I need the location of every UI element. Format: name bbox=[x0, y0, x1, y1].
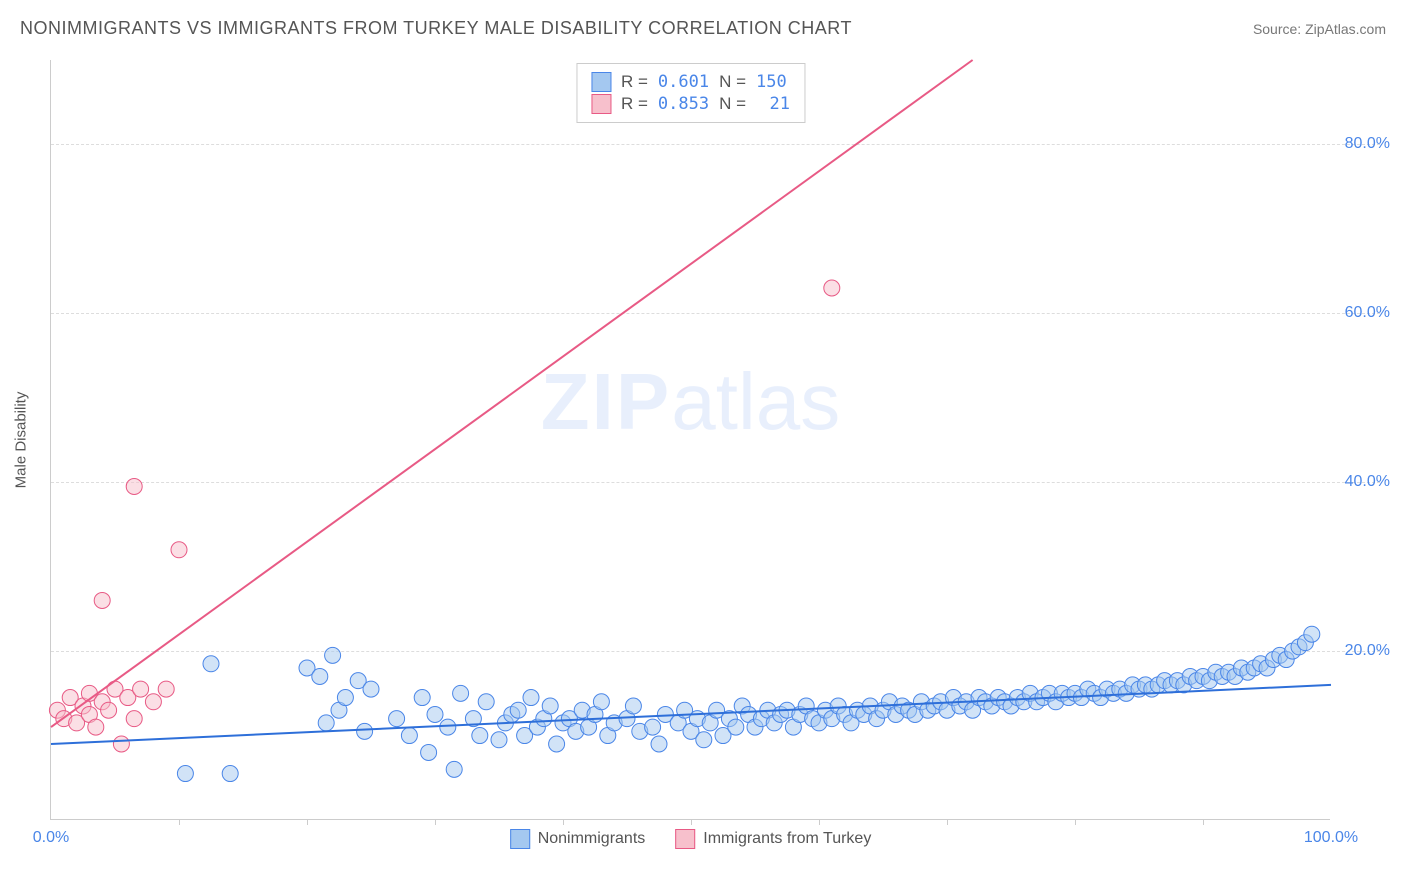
scatter-point bbox=[542, 698, 558, 714]
scatter-point bbox=[312, 668, 328, 684]
x-minor-tick bbox=[179, 819, 180, 825]
scatter-point bbox=[171, 542, 187, 558]
trend-line bbox=[51, 60, 973, 727]
x-minor-tick bbox=[435, 819, 436, 825]
scatter-point bbox=[523, 690, 539, 706]
swatch-nonimmigrants bbox=[591, 72, 611, 92]
scatter-point bbox=[401, 728, 417, 744]
legend-item-nonimmigrants: Nonimmigrants bbox=[510, 829, 646, 849]
x-tick-label: 100.0% bbox=[1304, 829, 1358, 847]
scatter-point bbox=[651, 736, 667, 752]
scatter-point bbox=[363, 681, 379, 697]
x-minor-tick bbox=[307, 819, 308, 825]
scatter-point bbox=[645, 719, 661, 735]
x-minor-tick bbox=[819, 819, 820, 825]
scatter-point bbox=[389, 711, 405, 727]
scatter-point bbox=[824, 280, 840, 296]
scatter-point bbox=[472, 728, 488, 744]
legend-stats: R = 0.601 N = 150 R = 0.853 N = 21 bbox=[576, 63, 805, 123]
scatter-point bbox=[491, 732, 507, 748]
x-minor-tick bbox=[563, 819, 564, 825]
swatch-immigrants-turkey bbox=[591, 94, 611, 114]
legend-stats-row-immigrants: R = 0.853 N = 21 bbox=[591, 94, 790, 114]
scatter-point bbox=[126, 478, 142, 494]
scatter-point bbox=[478, 694, 494, 710]
scatter-point bbox=[145, 694, 161, 710]
scatter-point bbox=[696, 732, 712, 748]
swatch-immigrants-turkey-b bbox=[675, 829, 695, 849]
scatter-point bbox=[337, 690, 353, 706]
scatter-point bbox=[203, 656, 219, 672]
scatter-point bbox=[421, 744, 437, 760]
scatter-point bbox=[101, 702, 117, 718]
scatter-point bbox=[549, 736, 565, 752]
scatter-point bbox=[427, 706, 443, 722]
source-link[interactable]: ZipAtlas.com bbox=[1305, 21, 1386, 37]
scatter-point bbox=[94, 592, 110, 608]
scatter-point bbox=[133, 681, 149, 697]
scatter-point bbox=[510, 702, 526, 718]
legend-item-immigrants-turkey: Immigrants from Turkey bbox=[675, 829, 871, 849]
y-tick-label: 80.0% bbox=[1335, 135, 1390, 153]
scatter-point bbox=[414, 690, 430, 706]
plot-area: Male Disability ZIPatlas 20.0%40.0%60.0%… bbox=[50, 60, 1330, 820]
legend-stats-row-nonimmigrants: R = 0.601 N = 150 bbox=[591, 72, 790, 92]
x-minor-tick bbox=[1203, 819, 1204, 825]
scatter-point bbox=[88, 719, 104, 735]
x-minor-tick bbox=[691, 819, 692, 825]
title-bar: NONIMMIGRANTS VS IMMIGRANTS FROM TURKEY … bbox=[20, 18, 1386, 39]
x-minor-tick bbox=[1075, 819, 1076, 825]
chart-title: NONIMMIGRANTS VS IMMIGRANTS FROM TURKEY … bbox=[20, 18, 852, 39]
scatter-point bbox=[357, 723, 373, 739]
legend-series: Nonimmigrants Immigrants from Turkey bbox=[510, 829, 872, 849]
source-label: Source: ZipAtlas.com bbox=[1253, 21, 1386, 37]
x-minor-tick bbox=[947, 819, 948, 825]
scatter-point bbox=[446, 761, 462, 777]
scatter-point bbox=[440, 719, 456, 735]
y-tick-label: 40.0% bbox=[1335, 473, 1390, 491]
y-axis-label: Male Disability bbox=[13, 391, 30, 488]
scatter-point bbox=[325, 647, 341, 663]
scatter-point bbox=[126, 711, 142, 727]
scatter-point bbox=[158, 681, 174, 697]
scatter-point bbox=[113, 736, 129, 752]
chart-svg bbox=[51, 60, 1330, 819]
scatter-point bbox=[222, 766, 238, 782]
scatter-point bbox=[453, 685, 469, 701]
y-tick-label: 20.0% bbox=[1335, 642, 1390, 660]
scatter-point bbox=[177, 766, 193, 782]
scatter-point bbox=[625, 698, 641, 714]
x-tick-label: 0.0% bbox=[33, 829, 69, 847]
swatch-nonimmigrants-b bbox=[510, 829, 530, 849]
y-tick-label: 60.0% bbox=[1335, 304, 1390, 322]
scatter-point bbox=[593, 694, 609, 710]
scatter-point bbox=[318, 715, 334, 731]
scatter-point bbox=[1304, 626, 1320, 642]
scatter-point bbox=[728, 719, 744, 735]
